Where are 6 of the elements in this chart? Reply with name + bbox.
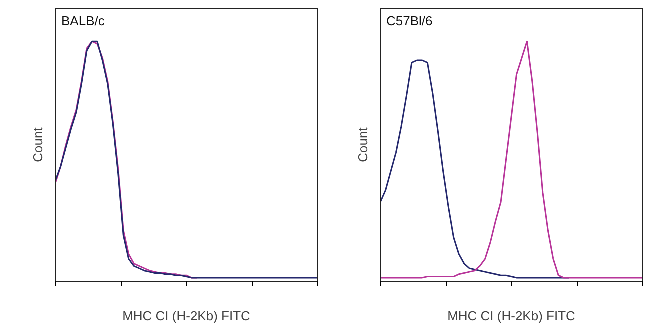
x-axis-title: MHC CI (H-2Kb) FITC [448, 308, 576, 324]
y-axis-title: Count [30, 127, 46, 162]
chart-title: C57Bl/6 [386, 14, 433, 28]
x-axis-title: MHC CI (H-2Kb) FITC [122, 308, 250, 324]
y-axis-title: Count [356, 127, 370, 162]
chart-title: BALB/c [62, 14, 106, 28]
